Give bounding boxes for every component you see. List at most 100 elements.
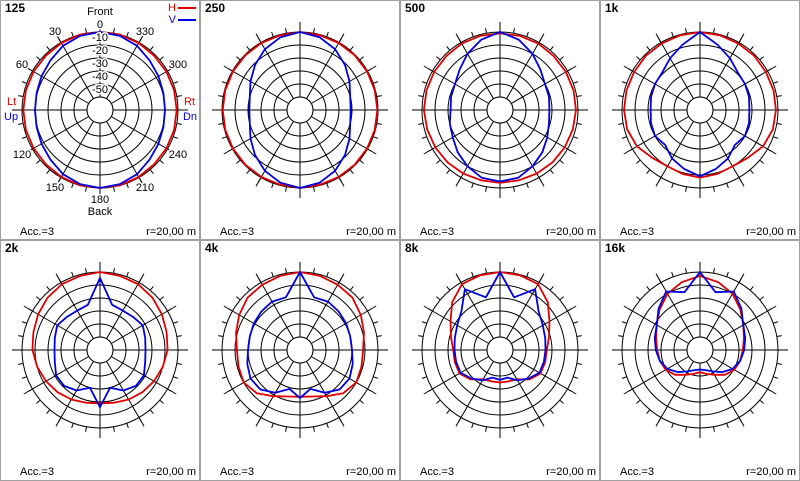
outer-tick (221, 136, 227, 139)
outer-tick (576, 95, 582, 97)
outer-tick (458, 277, 462, 283)
spoke (655, 33, 701, 111)
spoke (699, 65, 777, 111)
center-disc (286, 96, 314, 124)
theta-tick-label: 210 (136, 182, 154, 194)
polar-panel: 250 Acc.=3 r=20,00 m (200, 0, 400, 240)
outer-tick (376, 335, 382, 337)
outer-tick (326, 183, 329, 189)
outer-tick (726, 31, 729, 37)
outer-tick (526, 271, 529, 277)
theta-tick-label: 330 (136, 26, 154, 38)
outer-tick (485, 186, 487, 192)
outer-tick (126, 183, 129, 189)
footer-right: r=20,00 m (346, 466, 396, 478)
outer-tick (446, 286, 451, 291)
panel-frame (200, 0, 400, 240)
outer-tick (726, 271, 729, 277)
ring (434, 44, 566, 176)
outer-tick (567, 148, 573, 152)
outer-tick (513, 186, 515, 192)
outer-tick (21, 136, 27, 139)
polar-panel: 500 Acc.=3 r=20,00 m (400, 0, 600, 240)
outer-tick (646, 286, 651, 291)
outer-tick (36, 159, 41, 164)
outer-tick (27, 68, 33, 72)
footer-left: Acc.=3 (420, 226, 454, 238)
outer-tick (138, 177, 142, 183)
outer-tick (176, 363, 182, 365)
spoke (699, 273, 745, 351)
outer-tick (338, 277, 342, 283)
outer-tick (167, 308, 173, 312)
outer-tick (258, 177, 262, 183)
outer-tick (138, 37, 142, 43)
outer-tick (621, 376, 627, 379)
ring (634, 284, 766, 416)
outer-tick (367, 308, 373, 312)
outer-tick (373, 81, 379, 84)
r-tick-label: -40 (92, 71, 108, 83)
outer-tick (326, 271, 329, 277)
outer-tick (576, 335, 582, 337)
footer-left: Acc.=3 (20, 466, 54, 478)
outer-tick (738, 277, 742, 283)
footer-left: Acc.=3 (620, 466, 654, 478)
outer-tick (46, 169, 51, 174)
outer-tick (471, 183, 474, 189)
outer-tick (113, 186, 115, 192)
outer-tick (549, 286, 554, 291)
outer-tick (767, 308, 773, 312)
ring (234, 284, 366, 416)
directivity-curve (246, 271, 354, 399)
outer-tick (167, 68, 173, 72)
spoke (223, 65, 301, 111)
outer-tick (538, 37, 542, 43)
outer-tick (446, 46, 451, 51)
panel-title: 125 (5, 1, 25, 15)
outer-tick (573, 321, 579, 324)
spoke (499, 65, 577, 111)
outer-tick (773, 376, 779, 379)
center-disc (486, 96, 514, 124)
outer-tick (149, 169, 154, 174)
outer-tick (773, 321, 779, 324)
outer-tick (549, 46, 554, 51)
ring (47, 297, 153, 403)
outer-tick (658, 37, 662, 43)
spoke (623, 349, 701, 395)
outer-tick (636, 399, 641, 404)
spoke (499, 273, 545, 351)
outer-tick (85, 28, 87, 34)
outer-tick (313, 268, 315, 274)
outer-tick (173, 321, 179, 324)
spoke (299, 349, 377, 395)
r-tick-label: -20 (92, 45, 108, 57)
outer-tick (36, 296, 41, 301)
r-tick-label: -30 (92, 58, 108, 70)
spoke (499, 349, 577, 395)
outer-tick (376, 95, 382, 97)
outer-tick (559, 296, 564, 301)
spoke (99, 305, 177, 351)
outer-tick (236, 159, 241, 164)
spoke (499, 349, 545, 427)
outer-tick (738, 37, 742, 43)
spoke (423, 65, 501, 111)
spoke (499, 109, 577, 155)
outer-tick (221, 376, 227, 379)
outer-tick (271, 423, 274, 429)
polar-panel: 16k Acc.=3 r=20,00 m (600, 240, 800, 481)
outer-tick (85, 426, 87, 432)
polar-panel: 8k Acc.=3 r=20,00 m (400, 240, 600, 481)
spoke (299, 305, 377, 351)
spoke (299, 273, 345, 351)
outer-tick (471, 271, 474, 277)
outer-tick (485, 426, 487, 432)
footer-left: Acc.=3 (420, 466, 454, 478)
outer-tick (218, 95, 224, 97)
panel-frame (0, 0, 200, 240)
outer-tick (367, 68, 373, 72)
outer-tick (113, 426, 115, 432)
